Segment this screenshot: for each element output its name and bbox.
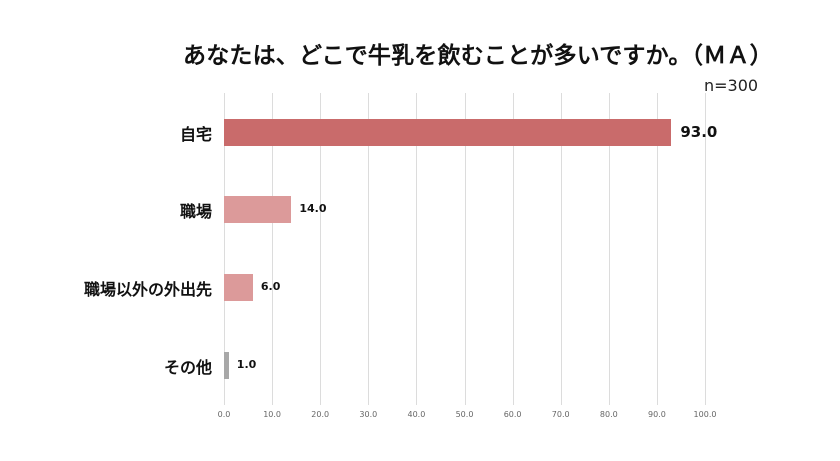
gridline <box>368 93 370 405</box>
category-label: 職場 <box>179 202 212 221</box>
x-tick-label: 60.0 <box>503 410 522 419</box>
gridline <box>464 93 466 405</box>
x-tick-label: 100.0 <box>693 410 717 419</box>
x-tick-label: 50.0 <box>455 410 474 419</box>
gridline <box>272 93 274 405</box>
bar <box>224 118 672 146</box>
gridline <box>608 93 610 405</box>
category-label: 自宅 <box>179 125 212 144</box>
x-tick-label: 30.0 <box>359 410 378 419</box>
x-tick-label: 90.0 <box>647 410 666 419</box>
bar <box>224 195 292 223</box>
x-tick-label: 20.0 <box>311 410 330 419</box>
gridline <box>320 93 322 405</box>
bar <box>224 273 253 301</box>
gridline <box>705 93 706 405</box>
x-tick-label: 70.0 <box>551 410 570 419</box>
category-label: その他 <box>163 358 212 377</box>
gridline <box>656 93 658 405</box>
gridline <box>560 93 562 405</box>
data-label: 6.0 <box>260 280 281 294</box>
data-label: 93.0 <box>680 122 718 141</box>
sample-size-label: n=300 <box>704 76 759 95</box>
bar <box>224 351 229 379</box>
plot-area: 0.0 10.0 20.0 30.0 40.0 50.0 60.0 70.0 80.0 90.0 1… <box>218 93 717 419</box>
x-tick-label: 10.0 <box>263 410 281 419</box>
chart-title: あなたは、どこで牛乳を飲むことが多いですか。（ＭＡ） <box>183 43 773 69</box>
x-tick-label: 40.0 <box>407 410 426 419</box>
data-label: 14.0 <box>299 202 327 216</box>
category-label: 職場以外の外出先 <box>83 280 212 299</box>
gridline <box>512 93 514 405</box>
x-tick-label: 80.0 <box>599 410 618 419</box>
gridline <box>224 93 225 405</box>
gridline <box>416 93 418 405</box>
data-label: 1.0 <box>236 358 257 372</box>
x-tick-label: 0.0 <box>217 410 231 419</box>
